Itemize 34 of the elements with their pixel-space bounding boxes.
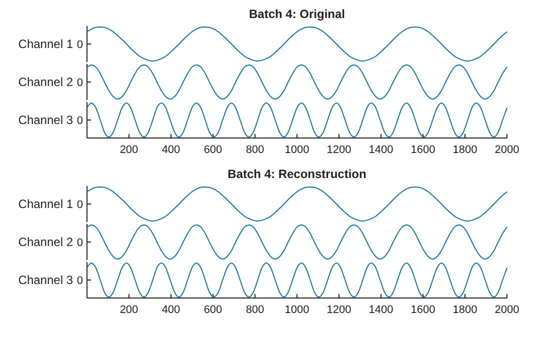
- chart-title: Batch 4: Original: [248, 7, 346, 21]
- x-tick-label: 1600: [410, 144, 436, 156]
- chart-title: Batch 4: Reconstruction: [228, 167, 366, 181]
- text: 0: [76, 115, 83, 127]
- x-tick-label: 1200: [326, 304, 352, 316]
- x-tick-label: 1400: [368, 144, 394, 156]
- x-tick-label: 1000: [284, 144, 310, 156]
- text: 0: [76, 237, 83, 249]
- x-tick-label: 400: [162, 144, 180, 156]
- x-tick-label: 1000: [284, 304, 310, 316]
- x-tick-label: 2000: [494, 144, 520, 156]
- text: 0: [76, 39, 83, 51]
- y-axis-title: Channel 3: [18, 273, 74, 287]
- x-tick-label: 1200: [326, 144, 352, 156]
- x-tick-label: 200: [120, 304, 138, 316]
- x-tick-label: 400: [162, 304, 180, 316]
- x-tick-label: 1600: [410, 304, 436, 316]
- x-tick-label: 1800: [452, 144, 478, 156]
- text: 0: [76, 199, 83, 211]
- y-axis-title: Channel 2: [18, 235, 74, 249]
- x-tick-label: 600: [204, 304, 222, 316]
- x-tick-label: 800: [246, 144, 264, 156]
- y-axis-title: Channel 1: [18, 197, 74, 211]
- x-tick-label: 600: [204, 144, 222, 156]
- text: 0: [76, 77, 83, 89]
- x-tick-label: 2000: [494, 304, 520, 316]
- y-axis-title: Channel 3: [18, 113, 74, 127]
- x-tick-label: 1400: [368, 304, 394, 316]
- x-tick-label: 200: [120, 144, 138, 156]
- x-tick-label: 800: [246, 304, 264, 316]
- y-axis-title: Channel 1: [18, 37, 74, 51]
- y-axis-title: Channel 2: [18, 75, 74, 89]
- text: 0: [76, 275, 83, 287]
- x-tick-label: 1800: [452, 304, 478, 316]
